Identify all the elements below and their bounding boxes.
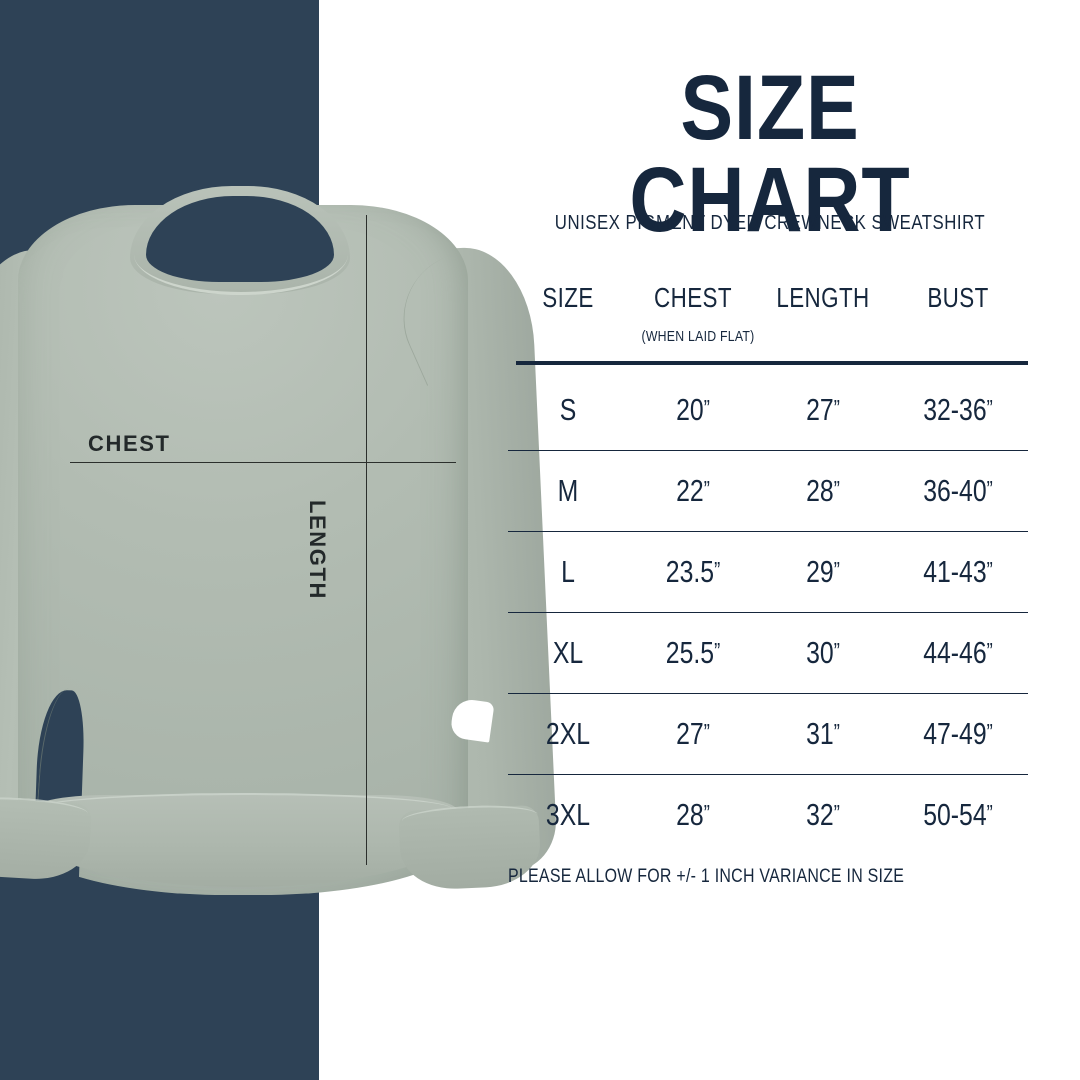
variance-note: PLEASE ALLOW FOR +/- 1 INCH VARIANCE IN … — [508, 866, 905, 887]
inch-mark: ” — [833, 638, 840, 664]
table-header-row: SIZE CHEST LENGTH BUST — [508, 282, 1028, 322]
cell-bust: 36-40” — [923, 473, 993, 508]
cell-size: L — [561, 554, 575, 589]
table-body: S 20” 27” 32-36” M 22” 28” 36-40” L 23.5… — [508, 370, 1028, 855]
inch-mark: ” — [986, 638, 993, 664]
cell-size: S — [559, 392, 577, 427]
column-header-chest: CHEST — [654, 282, 732, 313]
chest-measure-label: CHEST — [88, 431, 171, 456]
inch-mark: ” — [986, 800, 993, 826]
garment-body — [18, 205, 468, 895]
table-row: XL 25.5” 30” 44-46” — [508, 613, 1028, 694]
cell-chest: 27” — [676, 716, 710, 751]
cell-bust: 32-36” — [923, 392, 993, 427]
cell-length: 32” — [806, 797, 840, 832]
cell-size: M — [557, 473, 579, 508]
cell-chest: 20” — [676, 392, 710, 427]
table-row: M 22” 28” 36-40” — [508, 451, 1028, 532]
cell-size: 3XL — [545, 797, 591, 832]
table-row: S 20” 27” 32-36” — [508, 370, 1028, 451]
table-row: 3XL 28” 32” 50-54” — [508, 775, 1028, 855]
cell-bust: 41-43” — [923, 554, 993, 589]
inch-mark: ” — [714, 638, 721, 664]
inch-mark: ” — [833, 719, 840, 745]
inch-mark: ” — [833, 395, 840, 421]
cell-chest: 23.5” — [665, 554, 721, 589]
chest-measure-line — [70, 462, 456, 463]
inch-mark: ” — [833, 800, 840, 826]
inch-mark: ” — [833, 557, 840, 583]
inch-mark: ” — [986, 395, 993, 421]
info-panel: SIZE CHART UNISEX PIGMENT DYED CREWNECK … — [500, 0, 1080, 1080]
inch-mark: ” — [833, 476, 840, 502]
page-title: SIZE CHART — [629, 57, 911, 251]
inch-mark: ” — [703, 800, 710, 826]
inch-mark: ” — [714, 557, 721, 583]
page-subtitle: UNISEX PIGMENT DYED CREWNECK SWEATSHIRT — [554, 212, 986, 234]
inch-mark: ” — [986, 557, 993, 583]
garment-collar-ribbing — [134, 214, 348, 295]
cell-bust: 44-46” — [923, 635, 993, 670]
column-header-bust: BUST — [927, 282, 989, 313]
cell-size: 2XL — [545, 716, 591, 751]
column-header-length: LENGTH — [776, 282, 870, 313]
cell-chest: 22” — [676, 473, 710, 508]
length-measure-label: LENGTH — [305, 500, 330, 601]
inch-mark: ” — [986, 476, 993, 502]
cell-length: 28” — [806, 473, 840, 508]
cell-bust: 50-54” — [923, 797, 993, 832]
cell-length: 30” — [806, 635, 840, 670]
table-row: 2XL 27” 31” 47-49” — [508, 694, 1028, 775]
length-measure-line — [366, 215, 367, 865]
chest-measure-note: (WHEN LAID FLAT) — [641, 328, 755, 345]
header-divider — [516, 361, 1028, 365]
garment-hem-seam — [34, 793, 452, 825]
cell-length: 27” — [806, 392, 840, 427]
size-table: SIZE CHEST LENGTH BUST (WHEN LAID FLAT) … — [508, 282, 1028, 832]
inch-mark: ” — [703, 719, 710, 745]
table-row: L 23.5” 29” 41-43” — [508, 532, 1028, 613]
garment-photo: CHEST LENGTH — [0, 186, 559, 895]
inch-mark: ” — [703, 395, 710, 421]
cell-size: XL — [552, 635, 584, 670]
inch-mark: ” — [703, 476, 710, 502]
cell-length: 31” — [806, 716, 840, 751]
cell-length: 29” — [806, 554, 840, 589]
column-header-size: SIZE — [542, 282, 594, 313]
cell-bust: 47-49” — [923, 716, 993, 751]
cell-chest: 25.5” — [665, 635, 721, 670]
inch-mark: ” — [986, 719, 993, 745]
cell-chest: 28” — [676, 797, 710, 832]
